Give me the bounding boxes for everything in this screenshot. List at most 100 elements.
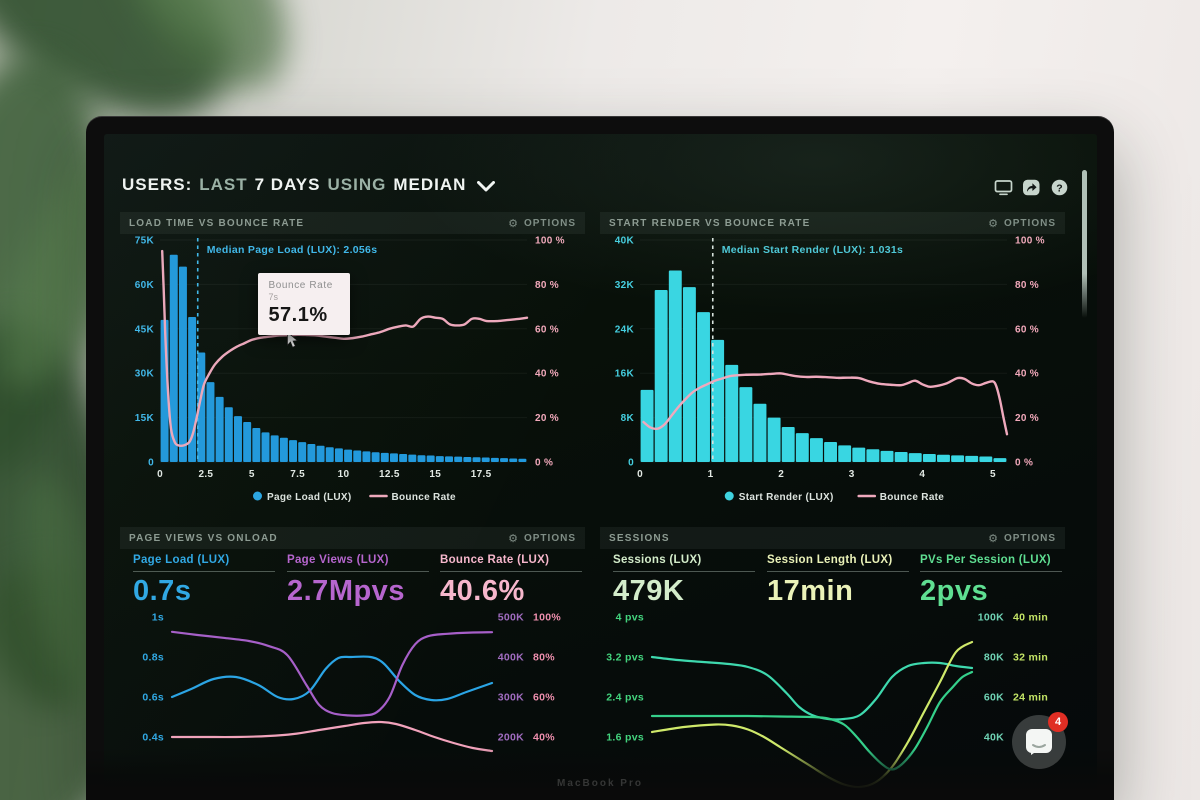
chat-launcher-button[interactable]: 4 [1012,712,1068,769]
histogram-bar[interactable] [725,364,739,462]
histogram-bar[interactable] [937,454,950,462]
histogram-bar[interactable] [500,458,509,462]
histogram-bar[interactable] [380,452,389,462]
sessions-line-chart[interactable]: 4 pvs 100K 40 min 3.2 pvs 80K 32 min 2.4 pvs 60… [600,610,1065,800]
options-button[interactable]: ⚙ OPTIONS [508,218,576,229]
users-period-dropdown[interactable]: USERS: LAST 7 DAYS USING MEDIAN [122,175,496,195]
axis-tick-label: 0 % [535,458,553,469]
histogram-bar[interactable] [852,447,866,462]
legend-dot-swatch [253,491,262,501]
histogram-bar[interactable] [389,453,398,462]
histogram-bar[interactable] [362,451,371,462]
histogram-bar[interactable] [399,454,408,462]
histogram-bar[interactable] [654,289,668,462]
page-views-line-chart[interactable]: 1s 500K 100% 0.8s 400K 80% 0.6s 300K 60% 0.4s 200K… [120,610,585,800]
histogram-bar[interactable] [316,445,325,462]
scrollbar[interactable] [1082,170,1087,318]
histogram-bar[interactable] [243,422,252,462]
histogram-bar[interactable] [880,450,894,462]
metric-page-load: Page Load (LUX) 0.7s [133,554,275,608]
panel-header: START RENDER VS BOUNCE RATE ⚙ OPTIONS [600,212,1065,234]
histogram-bar[interactable] [261,432,270,462]
histogram-bar[interactable] [739,387,753,462]
histogram-bar[interactable] [215,396,224,462]
histogram-bar[interactable] [197,352,206,462]
histogram-bar[interactable] [426,455,435,462]
load-time-histogram-chart[interactable]: 75K 100 % 60K 80 % 45K 60 % 30K 40 % 15K 20 % 0 0 %… [120,234,585,512]
axis-tick-label: 100K [978,612,1004,624]
histogram-bar[interactable] [509,458,518,462]
axis-tick-label: 0.8s [142,652,164,664]
histogram-bar[interactable] [353,450,362,462]
histogram-bar[interactable] [252,427,261,462]
histogram-bar[interactable] [435,456,444,462]
histogram-bar[interactable] [993,458,1007,462]
laptop-bottom-bezel: MacBook Pro [86,748,1114,800]
title-users: USERS: [122,175,193,194]
histogram-bar[interactable] [408,454,417,462]
histogram-bar[interactable] [169,254,178,462]
histogram-bar[interactable] [481,457,490,462]
axis-tick-label: 40K [615,236,635,247]
histogram-bar[interactable] [307,443,316,462]
histogram-bar[interactable] [781,427,795,462]
axis-tick-label: 0.6s [142,692,164,704]
display-icon[interactable] [994,179,1013,196]
histogram-bar[interactable] [490,457,499,462]
help-icon[interactable]: ? [1050,179,1069,196]
histogram-bar[interactable] [472,457,481,462]
axis-tick-label: 0 [157,469,163,480]
histogram-bar[interactable] [753,403,767,462]
histogram-bar[interactable] [270,435,279,462]
axis-tick-label: 40% [533,732,555,744]
histogram-bar[interactable] [951,455,965,462]
histogram-bar[interactable] [178,266,187,462]
histogram-bar[interactable] [795,433,809,462]
options-button[interactable]: ⚙ OPTIONS [508,533,576,544]
histogram-bar[interactable] [866,449,880,462]
histogram-bar[interactable] [668,270,682,462]
histogram-bar[interactable] [463,456,472,462]
histogram-bar[interactable] [894,452,908,462]
histogram-bar[interactable] [224,407,233,462]
dashboard-screen: USERS: LAST 7 DAYS USING MEDIAN [104,134,1097,800]
histogram-bar[interactable] [824,442,838,462]
histogram-bar[interactable] [767,417,781,462]
options-button[interactable]: ⚙ OPTIONS [988,218,1056,229]
histogram-bar[interactable] [965,455,979,462]
panel-start-render-vs-bounce-rate: START RENDER VS BOUNCE RATE ⚙ OPTIONS 40… [600,212,1065,512]
share-icon[interactable] [1022,179,1041,196]
histogram-bar[interactable] [344,449,353,462]
metric-divider [920,571,1062,572]
histogram-bar[interactable] [279,437,288,462]
histogram-bar[interactable] [682,287,696,462]
start-render-histogram-chart[interactable]: 40K 100 % 32K 80 % 24K 60 % 16K 40 % 8K 20 % 0 0 % 0… [600,234,1065,512]
histogram-bar[interactable] [809,438,823,462]
histogram-bar[interactable] [234,416,242,462]
axis-tick-label: 0 [148,458,154,469]
histogram-bar[interactable] [325,447,334,462]
axis-tick-label: 1.6 pvs [606,732,644,744]
axis-tick-label: 100% [533,612,561,624]
notification-badge: 4 [1048,712,1068,732]
histogram-bar[interactable] [298,442,307,462]
histogram-bar[interactable] [711,339,725,462]
histogram-bar[interactable] [334,448,343,462]
histogram-bar[interactable] [454,456,463,462]
histogram-bar[interactable] [518,458,527,462]
histogram-bar[interactable] [206,382,215,462]
axis-tick-label: 100 % [1015,236,1045,247]
axis-tick-label: 2 [778,469,784,480]
histogram-bar[interactable] [838,445,852,462]
histogram-bar[interactable] [979,456,993,462]
histogram-bar[interactable] [908,453,922,462]
histogram-bar[interactable] [922,453,936,462]
options-button[interactable]: ⚙ OPTIONS [988,533,1056,544]
histogram-bar[interactable] [371,452,380,462]
metric-page-views: Page Views (LUX) 2.7Mpvs [287,554,429,608]
histogram-bar[interactable] [445,456,453,462]
legend-label: Bounce Rate [880,492,945,503]
histogram-bar[interactable] [289,440,298,462]
histogram-bar[interactable] [417,455,426,462]
